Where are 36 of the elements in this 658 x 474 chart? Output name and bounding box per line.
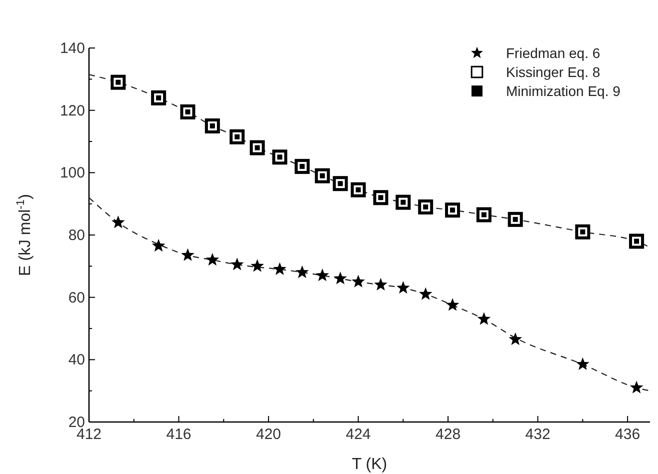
x-axis-title: T (K) bbox=[352, 456, 388, 473]
point bbox=[374, 278, 388, 291]
y-tick-label: 120 bbox=[60, 102, 85, 120]
x-tick-label: 420 bbox=[256, 426, 282, 443]
legend-label: Kissinger Eq. 8 bbox=[506, 64, 600, 80]
point bbox=[296, 265, 309, 278]
point bbox=[316, 268, 330, 282]
y-tick-label: 40 bbox=[68, 352, 85, 369]
legend-label: Friedman eq. 6 bbox=[506, 45, 600, 61]
point bbox=[477, 312, 491, 325]
point bbox=[230, 258, 244, 270]
y-tick-label: 100 bbox=[60, 164, 85, 182]
x-tick-label: 412 bbox=[76, 426, 102, 443]
y-tick-label: 60 bbox=[68, 289, 85, 306]
point bbox=[152, 238, 166, 252]
x-tick-label: 424 bbox=[346, 426, 371, 443]
point bbox=[181, 248, 194, 261]
point bbox=[576, 357, 590, 370]
point bbox=[418, 287, 432, 300]
point bbox=[508, 332, 522, 346]
x-tick-label: 432 bbox=[525, 426, 550, 443]
legend-label: Minimization Eq. 9 bbox=[506, 83, 621, 99]
point bbox=[396, 280, 410, 294]
point bbox=[112, 216, 125, 228]
point bbox=[250, 259, 264, 272]
y-tick-label: 140 bbox=[60, 40, 85, 57]
point bbox=[352, 274, 365, 288]
x-tick-label: 436 bbox=[615, 426, 640, 443]
x-tick-label: 428 bbox=[436, 426, 461, 443]
point bbox=[334, 272, 347, 284]
x-tick-label: 416 bbox=[166, 426, 192, 443]
y-tick-label: 80 bbox=[68, 227, 85, 244]
point bbox=[446, 298, 460, 311]
point bbox=[206, 252, 220, 266]
point bbox=[273, 262, 286, 275]
point bbox=[630, 380, 644, 394]
